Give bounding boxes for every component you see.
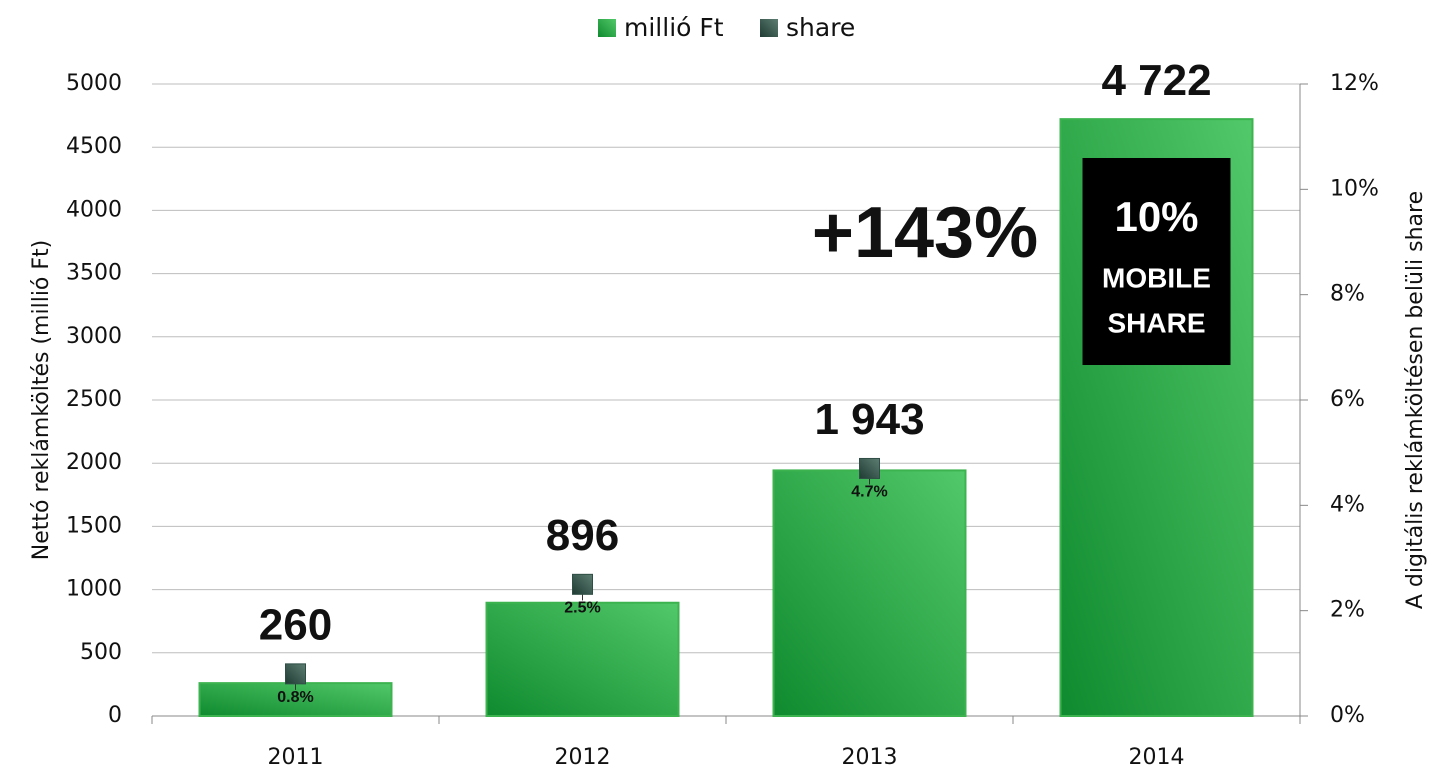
share-value-label: 4.7% bbox=[851, 484, 887, 501]
y2-tick-label: 6% bbox=[1330, 387, 1365, 412]
y-tick-label: 0 bbox=[108, 703, 122, 728]
y-tick-label: 500 bbox=[80, 640, 122, 665]
bar-value-label: 1 943 bbox=[814, 395, 924, 444]
y2-tick-label: 12% bbox=[1330, 71, 1379, 96]
y2-axis-title: A digitális reklámköltésen belüli share bbox=[1403, 191, 1428, 609]
growth-annotation: +143% bbox=[812, 193, 1038, 273]
y-tick-label: 2500 bbox=[66, 387, 122, 412]
y2-tick-label: 4% bbox=[1330, 492, 1365, 517]
legend-label: share bbox=[786, 13, 855, 42]
legend-swatch bbox=[598, 19, 616, 37]
share-box-text: SHARE bbox=[1107, 307, 1205, 338]
bar bbox=[772, 469, 967, 717]
share-box-value: 10% bbox=[1114, 193, 1198, 240]
y-tick-label: 5000 bbox=[66, 71, 122, 96]
share-marker bbox=[859, 457, 880, 479]
y-tick-label: 3000 bbox=[66, 324, 122, 349]
y-tick-label: 1000 bbox=[66, 577, 122, 602]
y-axis-title: Nettó reklámköltés (millió Ft) bbox=[29, 240, 54, 560]
y-tick-label: 2000 bbox=[66, 450, 122, 475]
bar bbox=[485, 601, 680, 718]
x-tick-label: 2013 bbox=[842, 745, 898, 770]
y2-tick-label: 0% bbox=[1330, 703, 1365, 728]
share-marker bbox=[285, 663, 306, 685]
y2-tick-label: 2% bbox=[1330, 598, 1365, 623]
y-tick-label: 4000 bbox=[66, 197, 122, 222]
share-marker bbox=[572, 573, 593, 595]
y-tick-label: 3500 bbox=[66, 261, 122, 286]
y2-tick-label: 10% bbox=[1330, 176, 1379, 201]
legend-label: millió Ft bbox=[624, 13, 724, 42]
x-tick-label: 2012 bbox=[555, 745, 611, 770]
legend-swatch bbox=[760, 19, 778, 37]
share-value-label: 2.5% bbox=[564, 600, 600, 617]
share-box-text: MOBILE bbox=[1102, 262, 1211, 293]
bar-value-label: 896 bbox=[546, 511, 619, 560]
share-box bbox=[1082, 158, 1231, 365]
bar-value-label: 260 bbox=[259, 600, 332, 649]
x-tick-label: 2014 bbox=[1129, 745, 1185, 770]
y2-tick-label: 8% bbox=[1330, 282, 1365, 307]
x-tick-label: 2011 bbox=[268, 745, 324, 770]
y-tick-label: 4500 bbox=[66, 134, 122, 159]
y-tick-label: 1500 bbox=[66, 513, 122, 538]
share-value-label: 0.8% bbox=[277, 689, 313, 706]
bar-value-label: 4 722 bbox=[1101, 56, 1211, 105]
